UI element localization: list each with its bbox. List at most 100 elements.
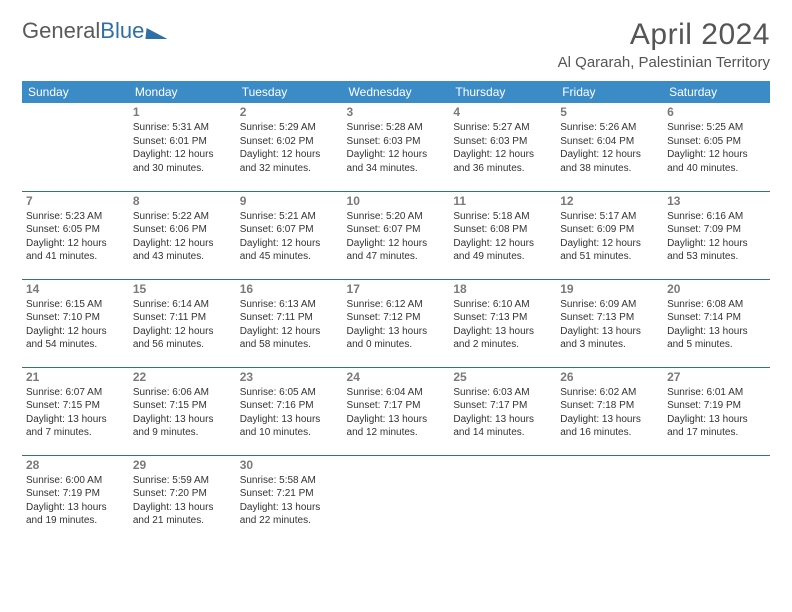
calendar-cell: 6Sunrise: 5:25 AMSunset: 6:05 PMDaylight… <box>663 103 770 191</box>
daylight-line: Daylight: 12 hours and 58 minutes. <box>240 325 339 352</box>
daylight-line: Daylight: 13 hours and 9 minutes. <box>133 413 232 440</box>
day-number: 30 <box>240 458 339 472</box>
title-block: April 2024 Al Qararah, Palestinian Terri… <box>558 18 770 71</box>
sunrise-line: Sunrise: 5:29 AM <box>240 121 339 135</box>
day-number: 9 <box>240 194 339 208</box>
day-entry: Sunrise: 6:12 AMSunset: 7:12 PMDaylight:… <box>347 298 446 352</box>
calendar-cell: 11Sunrise: 5:18 AMSunset: 6:08 PMDayligh… <box>449 191 556 279</box>
sunrise-line: Sunrise: 6:16 AM <box>667 210 766 224</box>
sunset-line: Sunset: 7:13 PM <box>560 311 659 325</box>
daylight-line: Daylight: 12 hours and 43 minutes. <box>133 237 232 264</box>
daylight-line: Daylight: 12 hours and 45 minutes. <box>240 237 339 264</box>
daylight-line: Daylight: 12 hours and 32 minutes. <box>240 148 339 175</box>
calendar-cell: 18Sunrise: 6:10 AMSunset: 7:13 PMDayligh… <box>449 279 556 367</box>
calendar-cell: 12Sunrise: 5:17 AMSunset: 6:09 PMDayligh… <box>556 191 663 279</box>
sunset-line: Sunset: 7:21 PM <box>240 487 339 501</box>
day-number: 13 <box>667 194 766 208</box>
sunrise-line: Sunrise: 6:00 AM <box>26 474 125 488</box>
day-number: 15 <box>133 282 232 296</box>
brand-prefix: General <box>22 18 100 43</box>
sunrise-line: Sunrise: 6:07 AM <box>26 386 125 400</box>
day-number: 19 <box>560 282 659 296</box>
day-entry: Sunrise: 5:28 AMSunset: 6:03 PMDaylight:… <box>347 121 446 175</box>
sunrise-line: Sunrise: 5:17 AM <box>560 210 659 224</box>
day-entry: Sunrise: 6:05 AMSunset: 7:16 PMDaylight:… <box>240 386 339 440</box>
calendar-cell: 30 Sunrise: 5:58 AMSunset: 7:21 PMDayligh… <box>236 455 343 543</box>
day-number: 17 <box>347 282 446 296</box>
calendar-cell: 26Sunrise: 6:02 AMSunset: 7:18 PMDayligh… <box>556 367 663 455</box>
day-number: 3 <box>347 105 446 119</box>
day-entry: Sunrise: 6:09 AMSunset: 7:13 PMDaylight:… <box>560 298 659 352</box>
brand-suffix: Blue <box>100 18 144 43</box>
day-entry: Sunrise: 6:06 AMSunset: 7:15 PMDaylight:… <box>133 386 232 440</box>
sunrise-line: Sunrise: 6:13 AM <box>240 298 339 312</box>
weekday-header: Sunday <box>22 81 129 103</box>
sunrise-line: Sunrise: 6:14 AM <box>133 298 232 312</box>
day-number: 22 <box>133 370 232 384</box>
day-number: 16 <box>240 282 339 296</box>
calendar-cell: 20Sunrise: 6:08 AMSunset: 7:14 PMDayligh… <box>663 279 770 367</box>
calendar-cell: 17 Sunrise: 6:12 AMSunset: 7:12 PMDayligh… <box>343 279 450 367</box>
calendar-row: 7 Sunrise: 5:23 AMSunset: 6:05 PMDaylight… <box>22 191 770 279</box>
day-number: 2 <box>240 105 339 119</box>
calendar-cell: 3 Sunrise: 5:28 AMSunset: 6:03 PMDaylight… <box>343 103 450 191</box>
sunset-line: Sunset: 7:17 PM <box>347 399 446 413</box>
sunset-line: Sunset: 7:09 PM <box>667 223 766 237</box>
day-number: 26 <box>560 370 659 384</box>
sunrise-line: Sunrise: 6:05 AM <box>240 386 339 400</box>
daylight-line: Daylight: 12 hours and 49 minutes. <box>453 237 552 264</box>
daylight-line: Daylight: 13 hours and 0 minutes. <box>347 325 446 352</box>
daylight-line: Daylight: 13 hours and 17 minutes. <box>667 413 766 440</box>
day-entry: Sunrise: 5:23 AMSunset: 6:05 PMDaylight:… <box>26 210 125 264</box>
sunrise-line: Sunrise: 5:25 AM <box>667 121 766 135</box>
calendar-cell: 24Sunrise: 6:04 AMSunset: 7:17 PMDayligh… <box>343 367 450 455</box>
day-entry: Sunrise: 5:58 AMSunset: 7:21 PMDaylight:… <box>240 474 339 528</box>
sunrise-line: Sunrise: 5:23 AM <box>26 210 125 224</box>
day-entry: Sunrise: 6:01 AMSunset: 7:19 PMDaylight:… <box>667 386 766 440</box>
sunrise-line: Sunrise: 6:06 AM <box>133 386 232 400</box>
sunrise-line: Sunrise: 5:20 AM <box>347 210 446 224</box>
calendar-body: 1 Sunrise: 5:31 AMSunset: 6:01 PMDaylight… <box>22 103 770 543</box>
page-title: April 2024 <box>558 18 770 52</box>
day-number: 1 <box>133 105 232 119</box>
day-entry: Sunrise: 5:20 AMSunset: 6:07 PMDaylight:… <box>347 210 446 264</box>
sunrise-line: Sunrise: 5:31 AM <box>133 121 232 135</box>
day-number: 25 <box>453 370 552 384</box>
day-entry: Sunrise: 5:27 AMSunset: 6:03 PMDaylight:… <box>453 121 552 175</box>
daylight-line: Daylight: 13 hours and 3 minutes. <box>560 325 659 352</box>
calendar-cell: 13Sunrise: 6:16 AMSunset: 7:09 PMDayligh… <box>663 191 770 279</box>
sunrise-line: Sunrise: 6:03 AM <box>453 386 552 400</box>
day-number: 6 <box>667 105 766 119</box>
calendar-cell: 22 Sunrise: 6:06 AMSunset: 7:15 PMDayligh… <box>129 367 236 455</box>
daylight-line: Daylight: 12 hours and 47 minutes. <box>347 237 446 264</box>
daylight-line: Daylight: 12 hours and 56 minutes. <box>133 325 232 352</box>
calendar-cell: 5Sunrise: 5:26 AMSunset: 6:04 PMDaylight… <box>556 103 663 191</box>
calendar-cell <box>449 455 556 543</box>
calendar-row: 28Sunrise: 6:00 AMSunset: 7:19 PMDayligh… <box>22 455 770 543</box>
daylight-line: Daylight: 12 hours and 41 minutes. <box>26 237 125 264</box>
sunrise-line: Sunrise: 5:28 AM <box>347 121 446 135</box>
daylight-line: Daylight: 13 hours and 12 minutes. <box>347 413 446 440</box>
day-number: 7 <box>26 194 125 208</box>
sunset-line: Sunset: 6:05 PM <box>667 135 766 149</box>
day-entry: Sunrise: 6:03 AMSunset: 7:17 PMDaylight:… <box>453 386 552 440</box>
daylight-line: Daylight: 12 hours and 30 minutes. <box>133 148 232 175</box>
day-entry: Sunrise: 6:00 AMSunset: 7:19 PMDaylight:… <box>26 474 125 528</box>
daylight-line: Daylight: 13 hours and 10 minutes. <box>240 413 339 440</box>
weekday-header: Friday <box>556 81 663 103</box>
day-entry: Sunrise: 5:31 AMSunset: 6:01 PMDaylight:… <box>133 121 232 175</box>
calendar-cell: 19 Sunrise: 6:09 AMSunset: 7:13 PMDayligh… <box>556 279 663 367</box>
sunset-line: Sunset: 6:03 PM <box>453 135 552 149</box>
calendar-cell: 21Sunrise: 6:07 AMSunset: 7:15 PMDayligh… <box>22 367 129 455</box>
day-number: 20 <box>667 282 766 296</box>
daylight-line: Daylight: 13 hours and 7 minutes. <box>26 413 125 440</box>
sunrise-line: Sunrise: 6:12 AM <box>347 298 446 312</box>
day-number: 8 <box>133 194 232 208</box>
day-entry: Sunrise: 5:26 AMSunset: 6:04 PMDaylight:… <box>560 121 659 175</box>
brand-triangle-icon <box>146 28 169 39</box>
calendar-cell <box>22 103 129 191</box>
sunrise-line: Sunrise: 6:15 AM <box>26 298 125 312</box>
calendar-cell: 15Sunrise: 6:14 AMSunset: 7:11 PMDayligh… <box>129 279 236 367</box>
sunrise-line: Sunrise: 5:21 AM <box>240 210 339 224</box>
day-entry: Sunrise: 5:59 AMSunset: 7:20 PMDaylight:… <box>133 474 232 528</box>
